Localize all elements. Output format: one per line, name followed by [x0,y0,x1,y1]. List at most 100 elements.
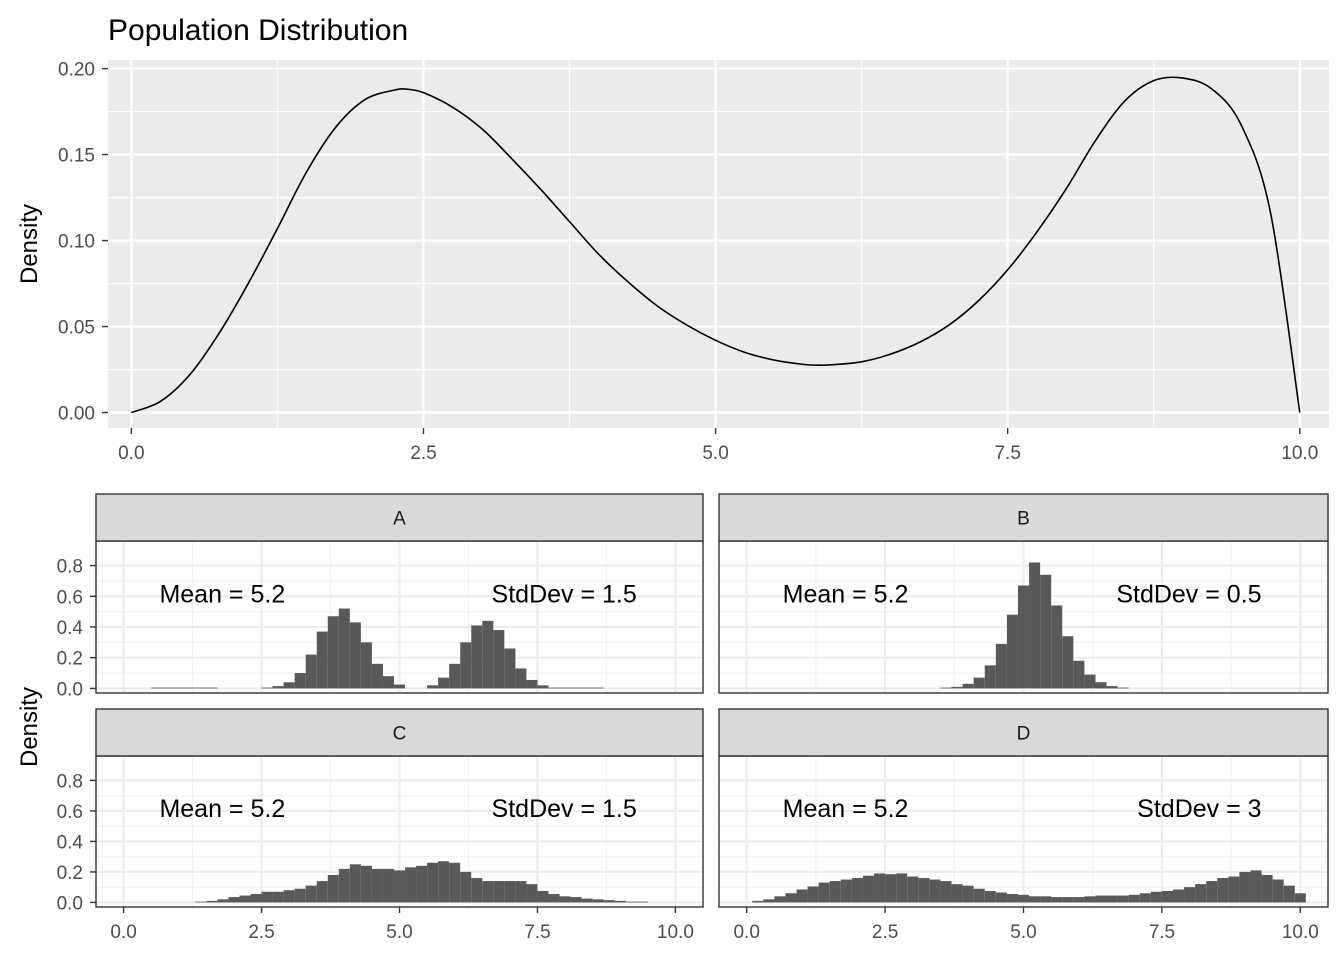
histogram-bar [405,867,417,903]
histogram-bar [316,881,328,903]
histogram-bar [327,874,339,903]
histogram-bar [493,630,505,689]
histogram-bar [206,900,218,903]
chart-title: Population Distribution [108,14,408,47]
y-tick-label: 0.15 [58,146,95,167]
histogram-bar [1139,893,1151,903]
x-tick-label: 0.0 [118,443,144,464]
histogram-bar [570,897,582,903]
histogram-bar [416,865,428,903]
histogram-bar [1029,896,1041,903]
histogram-bar [371,868,383,903]
histogram-bar [382,868,394,903]
histogram-bar [449,663,461,689]
histogram-bar [1051,897,1063,903]
histogram-bar [885,874,897,903]
histogram-bar [393,684,406,689]
histogram-bar [294,888,306,903]
x-tick-label: 5.0 [1010,922,1036,943]
histogram-bar [962,885,974,903]
histogram-bar [526,884,538,903]
histogram-bar [1006,894,1018,903]
histogram-bar [1272,879,1284,903]
stddev-annotation: StdDev = 3 [1137,795,1261,823]
histogram-bar [195,687,207,689]
x-tick-label: 0.0 [110,922,136,943]
histogram-bar [995,643,1007,689]
histogram-bar [460,642,472,689]
histogram-bar [1095,682,1107,689]
histogram-bar [471,878,483,903]
histogram-bar [548,894,560,903]
histogram-bar [493,881,505,903]
facet-panel-b: Mean = 5.2 StdDev = 0.5 B [718,493,1329,694]
histogram-bar [360,642,372,689]
histogram-bar [581,898,593,903]
histogram-bar [1117,895,1129,903]
histogram-bar [1283,885,1295,903]
histogram-bar [559,687,571,689]
histogram-bar [829,881,841,903]
histogram-bar [1261,874,1273,903]
y-tick-label: 0.05 [58,318,95,339]
histogram-bar [349,864,361,903]
histogram-bar [1250,870,1262,903]
y-tick-label: 0.6 [57,802,83,823]
histogram-bar [592,899,604,903]
histogram-bar [195,901,207,903]
y-tick-label: 0.4 [57,618,84,639]
histogram-bar [973,888,985,903]
histogram-bar [752,900,764,903]
histogram-bar [338,868,350,903]
histogram-bar [482,620,494,689]
histogram-bar [371,663,383,689]
histogram-bar [1017,585,1030,689]
histogram-bar [272,686,284,689]
histogram-bar [283,890,295,903]
facet-panel-d: Mean = 5.2 StdDev = 3 D 0.0 2.5 5.0 7.5 10.0 [718,708,1329,943]
histogram-bar [807,886,819,903]
histogram-bar [1128,894,1140,903]
histogram-bar [294,673,306,689]
histogram-bar [918,878,930,903]
histogram-bar [1073,897,1085,903]
y-tick-label: 0.00 [58,404,95,425]
histogram-bar [305,885,317,903]
y-tick-label: 0.6 [57,587,83,608]
histogram-bar [1228,876,1240,903]
histogram-bar [1106,686,1118,689]
histogram-bar [151,687,163,689]
histogram-bar [1095,895,1107,903]
facet-strip-label: D [1017,724,1031,745]
histogram-bar [951,884,963,903]
histogram-bar [907,876,919,903]
y-tick-label: 0.8 [57,557,83,578]
histogram-bar [896,873,908,903]
histogram-bar [1239,871,1251,903]
histogram-bar [515,881,527,903]
histogram-bar [874,873,886,903]
histogram-bar [1161,890,1173,903]
mean-annotation: Mean = 5.2 [159,795,285,823]
histogram-bar [515,668,527,689]
histogram-bar [338,608,350,689]
histogram-bar [951,686,963,689]
histogram-bar [995,892,1007,903]
histogram-bar [1184,887,1196,903]
x-tick-label: 10.0 [1281,443,1318,464]
histogram-bar [1217,878,1229,903]
stddev-annotation: StdDev = 1.5 [492,795,637,823]
histogram-bar [940,881,952,903]
histogram-bar [261,687,273,689]
y-tick-label: 0.2 [57,649,83,670]
y-tick-label: 0.8 [57,771,83,792]
y-tick-label: 0.0 [57,893,83,914]
y-tick-label: 0.10 [58,232,95,253]
histogram-bar [349,622,361,689]
histogram-bar [1294,893,1306,903]
facet-y-axis-label: Density [16,687,43,767]
histogram-bar [504,881,516,903]
histogram-bar [173,687,185,689]
mean-annotation: Mean = 5.2 [159,580,285,608]
